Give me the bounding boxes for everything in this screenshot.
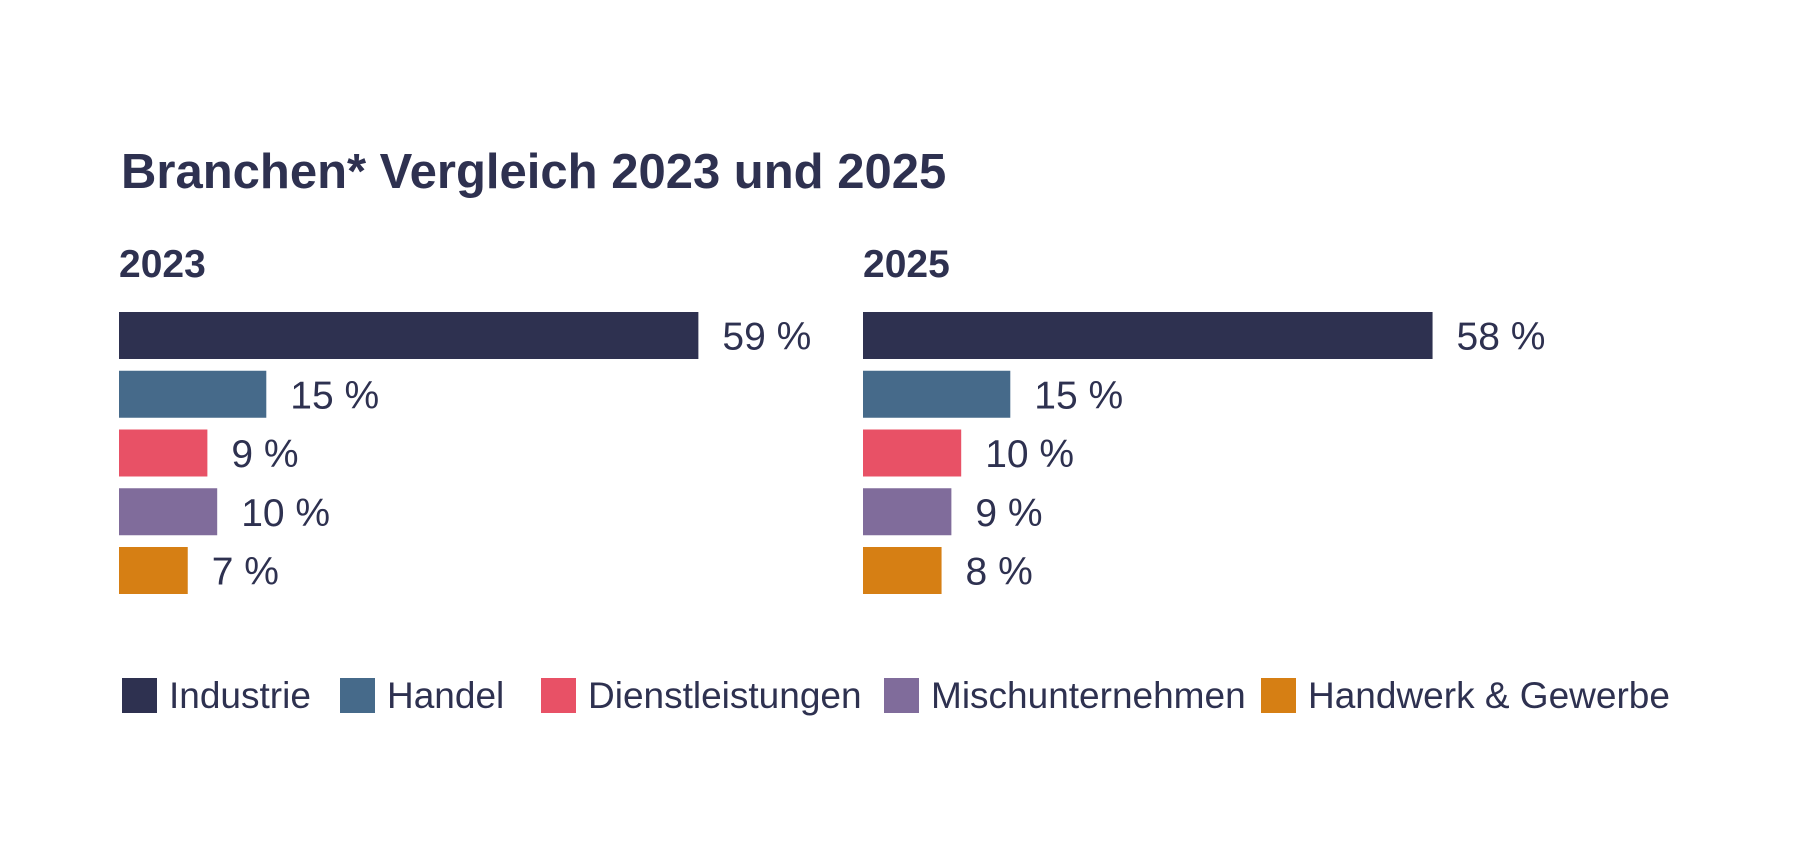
legend-label-mischunternehmen: Mischunternehmen <box>931 675 1246 716</box>
legend: Industrie Handel Dienstleistungen Mischunte… <box>122 675 1670 716</box>
bars-2025: 58 % 15 % 10 % 9 % 8 % <box>863 312 1545 594</box>
bar-2025-handel <box>863 370 1011 418</box>
value-label-2023-handwerk-gewerbe: 7 % <box>212 551 279 594</box>
bar-2023-handel <box>119 370 267 418</box>
value-label-2025-handel: 15 % <box>1034 374 1123 417</box>
bar-2025-industrie <box>863 312 1433 359</box>
bar-2023-handwerk-gewerbe <box>119 547 188 594</box>
panel-title-2023: 2023 <box>119 243 206 286</box>
bar-2025-handwerk-gewerbe <box>863 547 942 594</box>
legend-swatch-dienstleistungen <box>541 678 576 713</box>
legend-label-dienstleistungen: Dienstleistungen <box>588 675 862 716</box>
value-label-2023-dienstleistungen: 9 % <box>231 433 298 476</box>
value-label-2023-industrie: 59 % <box>722 316 811 359</box>
bar-2023-mischunternehmen <box>119 488 218 536</box>
value-label-2023-handel: 15 % <box>290 374 379 417</box>
legend-label-handwerk-gewerbe: Handwerk & Gewerbe <box>1308 675 1670 716</box>
legend-swatch-mischunternehmen <box>884 678 919 713</box>
value-label-2025-industrie: 58 % <box>1457 316 1546 359</box>
panel-2023: 2023 59 % 15 % 9 % 10 % 7 % <box>119 243 811 594</box>
value-label-2025-dienstleistungen: 10 % <box>985 433 1074 476</box>
panel-title-2025: 2025 <box>863 243 950 286</box>
legend-swatch-industrie <box>122 678 157 713</box>
bar-2023-dienstleistungen <box>119 429 208 477</box>
bars-2023: 59 % 15 % 9 % 10 % 7 % <box>119 312 811 594</box>
legend-label-handel: Handel <box>387 675 504 716</box>
panel-2025: 2025 58 % 15 % 10 % 9 % 8 % <box>863 243 1545 594</box>
value-label-2023-mischunternehmen: 10 % <box>241 492 330 535</box>
bar-2025-mischunternehmen <box>863 488 952 536</box>
value-label-2025-handwerk-gewerbe: 8 % <box>966 551 1033 594</box>
legend-swatch-handel <box>340 678 375 713</box>
legend-label-industrie: Industrie <box>169 675 311 716</box>
legend-swatch-handwerk-gewerbe <box>1261 678 1296 713</box>
bar-2025-dienstleistungen <box>863 429 962 477</box>
chart-title: Branchen* Vergleich 2023 und 2025 <box>121 145 946 199</box>
value-label-2025-mischunternehmen: 9 % <box>975 492 1042 535</box>
bar-2023-industrie <box>119 312 699 359</box>
